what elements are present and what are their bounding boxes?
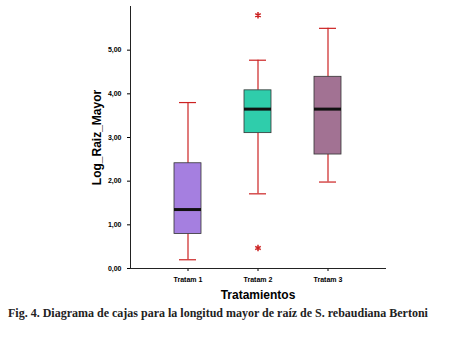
html-text:Fig. 4. Diagrama de cajas para: Fig. 4. Diagrama de cajas para la longit…	[8, 306, 428, 320]
svg-text:Log_Raiz_Mayor: Log_Raiz_Mayor	[90, 89, 104, 185]
svg-text:Tratam 3: Tratam 3	[314, 276, 343, 283]
svg-text:4,00: 4,00	[108, 90, 122, 98]
svg-text:2,00: 2,00	[108, 177, 122, 185]
svg-text:Tratam 1: Tratam 1	[174, 276, 203, 283]
svg-text:5,00: 5,00	[108, 46, 122, 54]
svg-text:1,00: 1,00	[108, 221, 122, 229]
svg-text:0,00: 0,00	[108, 265, 122, 273]
svg-text:Tratam 2: Tratam 2	[244, 276, 273, 283]
svg-text:Tratamientos: Tratamientos	[221, 288, 296, 301]
svg-text:3,00: 3,00	[108, 134, 122, 142]
